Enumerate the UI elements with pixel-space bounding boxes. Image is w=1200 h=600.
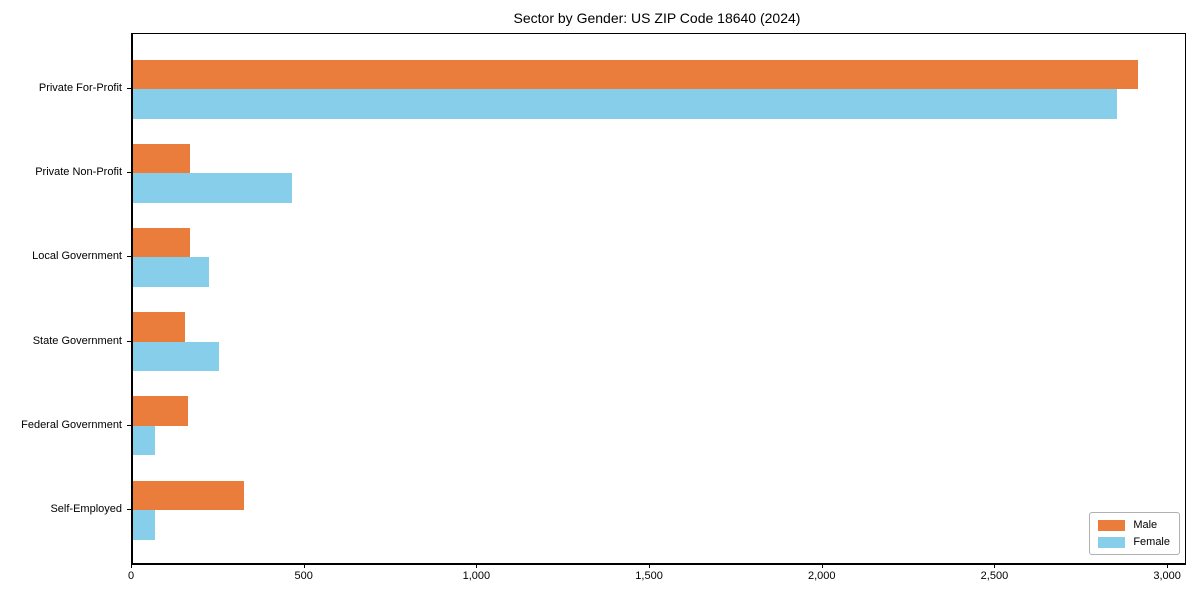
bar-male-state-government bbox=[133, 312, 185, 342]
y-tick-mark bbox=[127, 172, 131, 174]
male-series-swatch bbox=[1098, 519, 1126, 531]
x-axis-label-0: 0 bbox=[127, 570, 135, 582]
x-axis-label-1500: 1,500 bbox=[635, 570, 663, 582]
bar-male-local-government bbox=[133, 227, 190, 258]
x-axis-label-1000: 1,000 bbox=[462, 570, 491, 582]
x-tick-mark bbox=[649, 564, 651, 568]
y-tick-mark bbox=[127, 256, 131, 258]
bar-male-private-for-profit bbox=[133, 59, 1139, 89]
y-axis-label-federal-government: Federal Government bbox=[21, 418, 122, 431]
x-axis-label-2500: 2,500 bbox=[980, 570, 1009, 582]
x-axis-label-2000: 2,000 bbox=[807, 570, 836, 582]
y-axis-label-private-non-profit: Private Non-Profit bbox=[35, 166, 122, 179]
y-axis-label-state-government: State Government bbox=[32, 334, 122, 347]
x-tick-mark bbox=[821, 564, 823, 568]
bar-female-private-non-profit bbox=[133, 173, 292, 203]
bar-female-state-government bbox=[133, 341, 220, 372]
x-tick-mark bbox=[1167, 564, 1169, 568]
y-tick-mark bbox=[127, 509, 131, 510]
bar-male-private-non-profit bbox=[133, 143, 190, 174]
y-axis-label-self-employed: Self-Employed bbox=[50, 503, 122, 515]
legend-label-male: Male bbox=[1133, 519, 1158, 531]
bar-female-private-for-profit bbox=[133, 89, 1118, 119]
x-axis-label-500: 500 bbox=[294, 570, 313, 582]
bar-female-local-government bbox=[133, 257, 209, 287]
bar-female-federal-government bbox=[133, 425, 156, 456]
y-tick-mark bbox=[127, 424, 131, 426]
female-series-swatch bbox=[1098, 536, 1126, 548]
legend-label-female: Female bbox=[1133, 536, 1170, 548]
x-tick-mark bbox=[303, 564, 305, 568]
legend-item-male: Male bbox=[1098, 519, 1170, 531]
y-axis-label-private-for-profit: Private For-Profit bbox=[38, 82, 122, 94]
y-tick-mark bbox=[127, 88, 131, 89]
bar-female-self-employed bbox=[133, 510, 156, 540]
y-axis-label-local-government: Local Government bbox=[32, 250, 122, 263]
x-tick-mark bbox=[131, 564, 132, 568]
bar-male-federal-government bbox=[133, 396, 189, 426]
x-tick-mark bbox=[994, 564, 996, 568]
x-axis-label-3000: 3,000 bbox=[1153, 570, 1181, 582]
chart-title: Sector by Gender: US ZIP Code 18640 (202… bbox=[513, 10, 801, 26]
plot-area: Male Female bbox=[131, 33, 1186, 565]
x-tick-mark bbox=[476, 564, 478, 568]
y-tick-mark bbox=[127, 340, 131, 342]
bar-male-self-employed bbox=[133, 480, 244, 510]
legend: Male Female bbox=[1089, 512, 1180, 555]
legend-item-female: Female bbox=[1098, 536, 1170, 548]
